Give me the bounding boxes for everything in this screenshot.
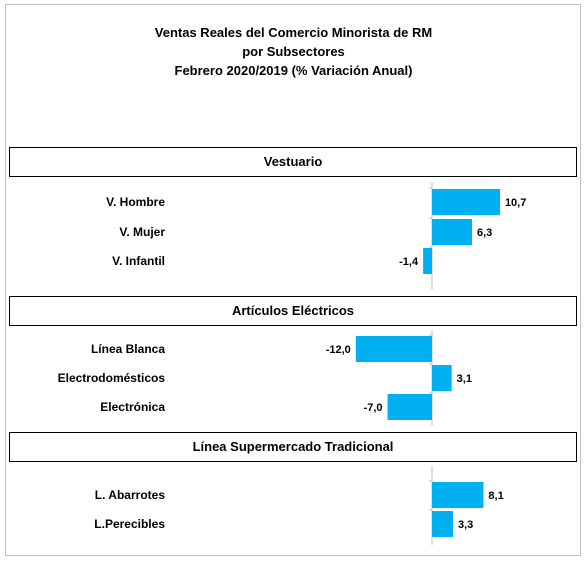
category-label-0-1: V. Mujer	[119, 225, 165, 239]
data-label-0-0: 10,7	[505, 197, 526, 209]
bar-2-1	[432, 511, 453, 537]
data-label-1-2: -7,0	[364, 402, 383, 414]
chart-title-line-1: Ventas Reales del Comercio Minorista de …	[154, 25, 433, 40]
data-label-2-0: 8,1	[488, 490, 503, 502]
data-label-1-1: 3,1	[457, 373, 472, 385]
bar-2-0	[432, 482, 484, 508]
chart-title-line-3: Febrero 2020/2019 (% Variación Anual)	[174, 63, 413, 78]
section-header-articulos-electricos: Artículos Eléctricos	[9, 296, 577, 326]
category-label-0-2: V. Infantil	[112, 254, 165, 268]
bar-1-1	[432, 365, 452, 391]
category-label-2-1: L.Perecibles	[94, 517, 165, 531]
category-label-2-0: L. Abarrotes	[95, 488, 166, 502]
chart-frame	[5, 4, 581, 556]
bar-0-2	[423, 248, 432, 274]
bar-0-1	[432, 219, 473, 245]
category-label-1-1: Electrodomésticos	[58, 371, 166, 385]
section-header-vestuario: Vestuario	[9, 147, 577, 177]
data-label-0-1: 6,3	[477, 227, 492, 239]
chart-title-line-2: por Subsectores	[242, 44, 345, 59]
bar-1-0	[355, 336, 432, 362]
data-label-2-1: 3,3	[458, 519, 473, 531]
section-header-linea-supermercado: Línea Supermercado Tradicional	[9, 432, 577, 462]
data-label-0-2: -1,4	[399, 256, 419, 268]
data-label-1-0: -12,0	[326, 344, 351, 356]
category-label-0-0: V. Hombre	[106, 195, 165, 209]
category-label-1-2: Electrónica	[100, 400, 165, 414]
bar-1-2	[387, 394, 432, 420]
bar-0-0	[432, 189, 500, 215]
category-label-1-0: Línea Blanca	[91, 342, 165, 356]
